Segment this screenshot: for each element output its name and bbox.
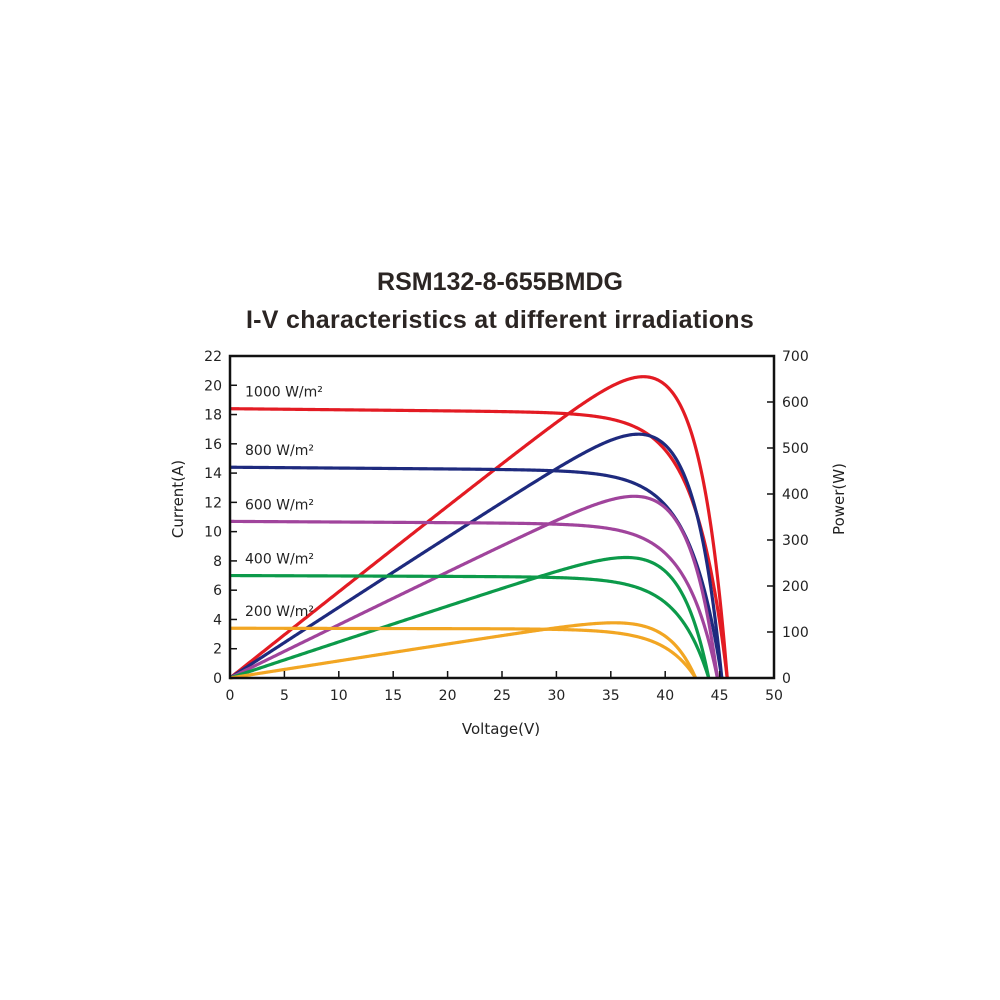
chart-title: RSM132-8-655BMDG: [377, 268, 623, 296]
pv-curve-800: [229, 432, 724, 680]
pv-curve-1000: [229, 375, 729, 680]
irradiance-label: 800 W/m²: [245, 443, 314, 459]
x-tick-label: 35: [602, 688, 620, 704]
y-tick-label-left: 14: [204, 466, 222, 482]
x-tick-label: 10: [330, 688, 348, 704]
x-tick-label: 0: [226, 688, 235, 704]
y-tick-label-right: 400: [782, 487, 809, 503]
y-tick-label-left: 4: [213, 612, 222, 628]
y-tick-label-right: 100: [782, 625, 809, 641]
pv-curve-600: [229, 494, 720, 680]
y-tick-label-left: 22: [204, 349, 222, 365]
y-tick-label-left: 12: [204, 495, 222, 511]
irradiance-label: 600 W/m²: [245, 497, 314, 513]
y-tick-label-right: 700: [782, 349, 809, 365]
y-tick-label-left: 10: [204, 525, 222, 541]
y-axis-label-left: Current(A): [169, 460, 187, 538]
pv-curve-400: [229, 555, 711, 680]
x-tick-label: 30: [547, 688, 565, 704]
irradiance-label: 200 W/m²: [245, 604, 314, 620]
y-tick-label-left: 20: [204, 378, 222, 394]
x-tick-label: 45: [711, 688, 729, 704]
iv-curve-200: [230, 626, 697, 679]
x-tick-label: 25: [493, 688, 511, 704]
y-tick-label-left: 16: [204, 437, 222, 453]
x-tick-label: 5: [280, 688, 289, 704]
x-tick-label: 40: [656, 688, 674, 704]
x-tick-label: 15: [384, 688, 402, 704]
y-tick-label-right: 200: [782, 579, 809, 595]
y-tick-label-right: 500: [782, 441, 809, 457]
y-tick-label-right: 300: [782, 533, 809, 549]
y-tick-label-right: 600: [782, 395, 809, 411]
y-tick-label-left: 8: [213, 554, 222, 570]
y-tick-label-left: 0: [213, 671, 222, 687]
iv-curve-800: [229, 465, 724, 679]
y-tick-label-left: 18: [204, 408, 222, 424]
pv-curve-200: [229, 621, 698, 680]
y-tick-label-left: 2: [213, 642, 222, 658]
chart-subtitle: I-V characteristics at different irradia…: [245, 306, 755, 334]
iv-curve-600: [229, 519, 719, 679]
y-axis-label-right: Power(W): [830, 463, 848, 535]
y-tick-label-right: 0: [782, 671, 791, 687]
y-tick-label-left: 6: [213, 583, 222, 599]
x-tick-label: 50: [765, 688, 783, 704]
x-tick-label: 20: [439, 688, 457, 704]
irradiance-label: 400 W/m²: [245, 552, 314, 568]
irradiance-label: 1000 W/m²: [245, 385, 323, 401]
iv-curve-1000: [229, 407, 729, 679]
iv-curve-400: [230, 573, 711, 679]
x-axis-label: Voltage(V): [462, 720, 540, 738]
